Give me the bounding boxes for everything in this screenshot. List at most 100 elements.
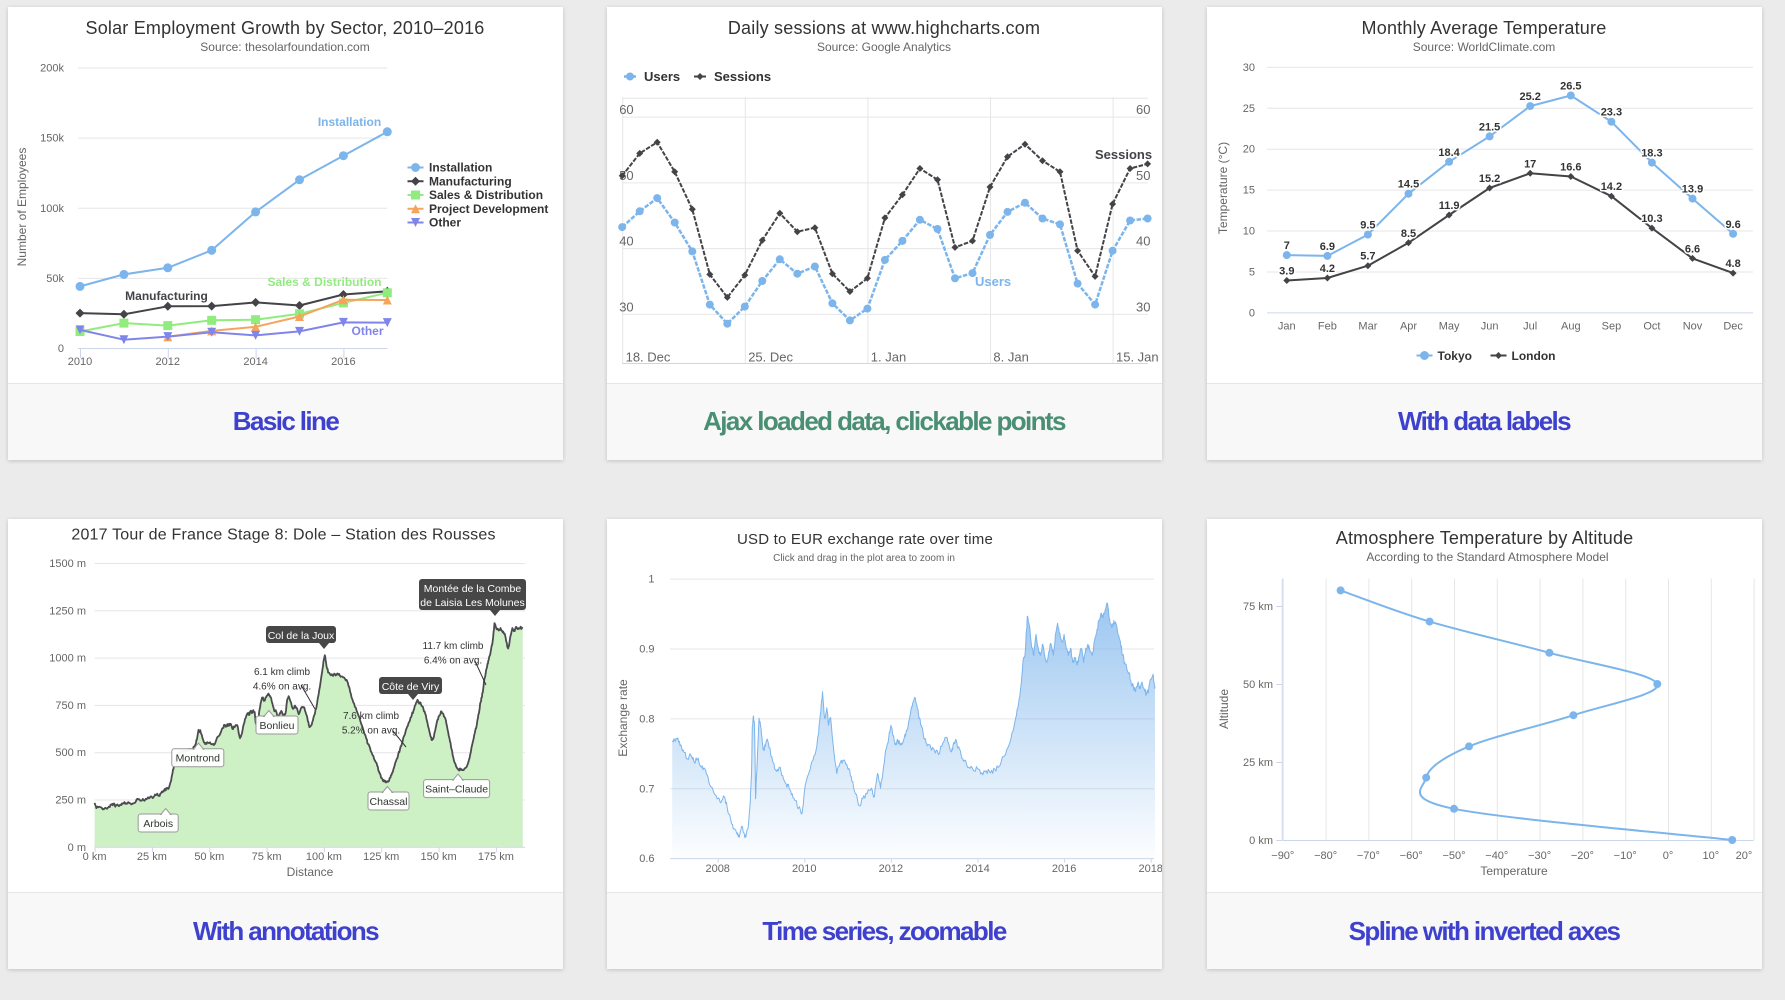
svg-text:Manufacturing: Manufacturing — [125, 289, 208, 303]
svg-text:20°: 20° — [1735, 850, 1752, 862]
svg-text:26.5: 26.5 — [1560, 81, 1581, 93]
svg-text:40: 40 — [1136, 234, 1150, 249]
svg-text:7.6 km climb: 7.6 km climb — [343, 711, 400, 722]
svg-text:Daily sessions at www.highchar: Daily sessions at www.highcharts.com — [727, 18, 1039, 38]
svg-text:0.9: 0.9 — [639, 644, 654, 656]
svg-text:1250 m: 1250 m — [49, 605, 86, 617]
svg-text:Manufacturing: Manufacturing — [429, 174, 512, 188]
svg-text:500 m: 500 m — [55, 747, 86, 759]
svg-text:2016: 2016 — [331, 356, 355, 368]
svg-text:6.6: 6.6 — [1684, 243, 1699, 255]
svg-text:25 km: 25 km — [1243, 757, 1273, 769]
svg-text:9.6: 9.6 — [1725, 219, 1740, 231]
svg-text:50 km: 50 km — [194, 851, 224, 863]
svg-text:10°: 10° — [1702, 850, 1719, 862]
svg-text:6.1 km climb: 6.1 km climb — [254, 667, 311, 678]
svg-text:4.8: 4.8 — [1725, 258, 1740, 270]
svg-text:Montrond: Montrond — [176, 753, 221, 765]
svg-text:100 km: 100 km — [306, 851, 342, 863]
svg-text:Tokyo: Tokyo — [1437, 349, 1471, 363]
svg-text:15: 15 — [1242, 185, 1254, 197]
svg-text:50 km: 50 km — [1243, 679, 1273, 691]
svg-text:2012: 2012 — [156, 356, 180, 368]
svg-text:25. Dec: 25. Dec — [748, 349, 793, 364]
svg-text:25 km: 25 km — [137, 851, 167, 863]
svg-text:2010: 2010 — [792, 863, 816, 875]
svg-text:60: 60 — [1136, 102, 1150, 117]
svg-text:Apr: Apr — [1399, 321, 1416, 333]
svg-text:−70°: −70° — [1356, 850, 1379, 862]
svg-text:8. Jan: 8. Jan — [993, 349, 1028, 364]
svg-text:750 m: 750 m — [55, 700, 86, 712]
svg-text:Jun: Jun — [1480, 321, 1498, 333]
svg-text:18. Dec: 18. Dec — [625, 349, 670, 364]
svg-text:150 km: 150 km — [421, 851, 457, 863]
svg-text:London: London — [1511, 349, 1555, 363]
svg-text:40: 40 — [619, 234, 633, 249]
svg-text:5.7: 5.7 — [1360, 251, 1375, 263]
svg-text:0.7: 0.7 — [639, 783, 654, 795]
svg-text:−90°: −90° — [1271, 850, 1294, 862]
svg-text:Other: Other — [429, 216, 461, 230]
svg-text:1500 m: 1500 m — [49, 558, 86, 570]
svg-text:6.4% on avg.: 6.4% on avg. — [424, 656, 482, 667]
svg-text:−40°: −40° — [1485, 850, 1508, 862]
svg-text:20: 20 — [1242, 144, 1254, 156]
svg-text:25: 25 — [1242, 103, 1254, 115]
svg-text:Project Development: Project Development — [429, 202, 548, 216]
svg-text:18.3: 18.3 — [1641, 148, 1662, 160]
svg-text:Montée de la Combe: Montée de la Combe — [424, 583, 522, 595]
svg-text:23.3: 23.3 — [1600, 107, 1621, 119]
svg-text:125 km: 125 km — [363, 851, 399, 863]
svg-text:0 km: 0 km — [83, 851, 107, 863]
svg-text:2012: 2012 — [878, 863, 902, 875]
svg-text:60: 60 — [619, 102, 633, 117]
svg-text:175 km: 175 km — [478, 851, 514, 863]
svg-text:−50°: −50° — [1442, 850, 1465, 862]
svg-text:250 m: 250 m — [55, 795, 86, 807]
svg-text:15. Jan: 15. Jan — [1116, 349, 1159, 364]
svg-text:2014: 2014 — [965, 863, 989, 875]
svg-text:Jan: Jan — [1277, 321, 1295, 333]
svg-text:Oct: Oct — [1643, 321, 1660, 333]
svg-text:Feb: Feb — [1317, 321, 1336, 333]
svg-text:Distance: Distance — [287, 865, 334, 879]
svg-text:30: 30 — [619, 299, 633, 314]
svg-text:Number of Employees: Number of Employees — [15, 148, 29, 267]
svg-text:Dec: Dec — [1723, 321, 1743, 333]
svg-text:0: 0 — [58, 343, 64, 355]
svg-text:10.3: 10.3 — [1641, 213, 1662, 225]
svg-text:1: 1 — [648, 574, 654, 586]
svg-text:100k: 100k — [40, 203, 64, 215]
svg-text:Sessions: Sessions — [1095, 147, 1152, 162]
svg-text:Bonlieu: Bonlieu — [259, 720, 294, 732]
svg-text:18.4: 18.4 — [1438, 147, 1460, 159]
svg-text:Other: Other — [351, 324, 383, 338]
svg-text:2010: 2010 — [68, 356, 92, 368]
svg-text:50k: 50k — [46, 273, 64, 285]
svg-text:Arbois: Arbois — [143, 818, 173, 830]
svg-text:2014: 2014 — [243, 356, 267, 368]
svg-text:9.5: 9.5 — [1360, 220, 1375, 232]
svg-text:30: 30 — [1136, 299, 1150, 314]
svg-text:1000 m: 1000 m — [49, 653, 86, 665]
svg-text:0.8: 0.8 — [639, 713, 654, 725]
svg-text:14.2: 14.2 — [1600, 181, 1621, 193]
svg-text:Installation: Installation — [429, 161, 492, 175]
svg-text:30: 30 — [1242, 62, 1254, 74]
svg-text:Solar Employment Growth by Sec: Solar Employment Growth by Sector, 2010–… — [85, 18, 484, 38]
svg-text:21.5: 21.5 — [1478, 121, 1499, 133]
svg-text:−80°: −80° — [1314, 850, 1337, 862]
svg-text:13.9: 13.9 — [1681, 184, 1702, 196]
svg-text:Chassal: Chassal — [370, 796, 408, 808]
svg-text:8.5: 8.5 — [1400, 228, 1415, 240]
svg-text:1. Jan: 1. Jan — [870, 349, 905, 364]
svg-text:2018: 2018 — [1138, 863, 1162, 875]
svg-text:Installation: Installation — [318, 115, 381, 129]
svg-text:3.9: 3.9 — [1279, 266, 1294, 278]
svg-text:Nov: Nov — [1682, 321, 1702, 333]
svg-text:10: 10 — [1242, 226, 1254, 238]
svg-text:4.6% on avg.: 4.6% on avg. — [253, 682, 311, 693]
svg-text:11.7 km climb: 11.7 km climb — [423, 641, 484, 652]
svg-text:75 km: 75 km — [1243, 601, 1273, 613]
